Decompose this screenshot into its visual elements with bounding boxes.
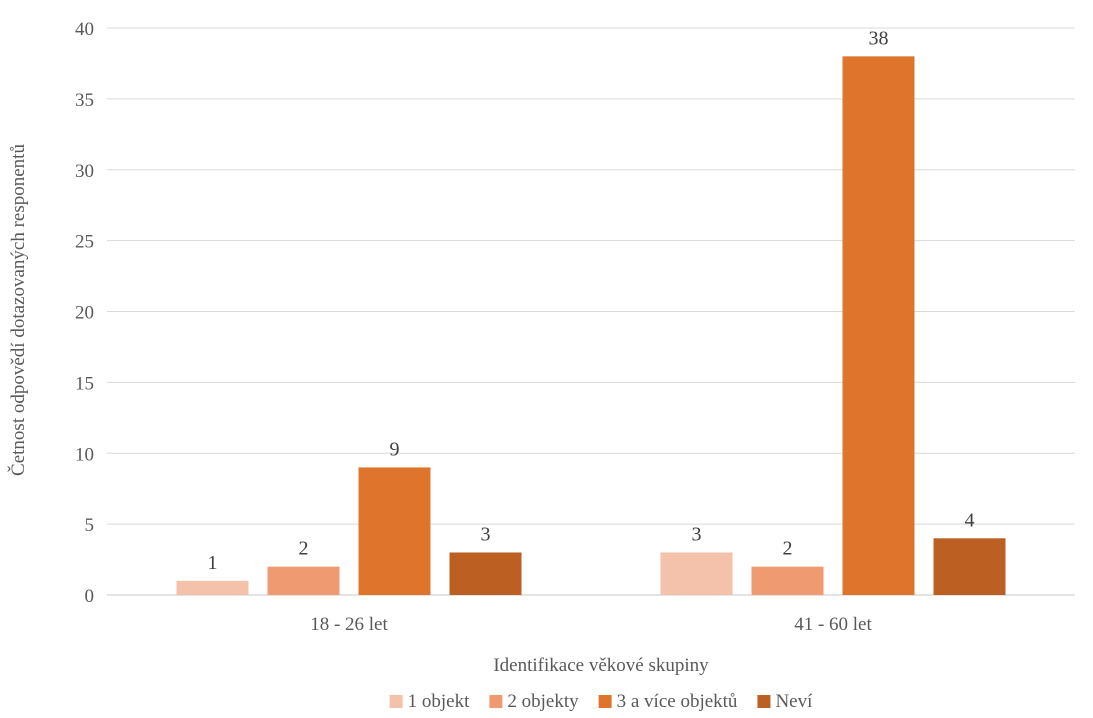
data-label: 38 <box>869 27 889 49</box>
y-tick-label: 30 <box>75 161 94 182</box>
data-label: 1 <box>208 552 218 574</box>
bar <box>842 56 915 596</box>
gridlines <box>107 27 1075 596</box>
data-label: 9 <box>390 438 400 460</box>
legend: 1 objekt 2 objekty 3 a více objektů Neví <box>389 691 813 712</box>
legend-swatch <box>389 695 403 708</box>
bar <box>267 566 340 595</box>
legend-label: Neví <box>775 691 813 712</box>
data-label: 3 <box>692 523 702 545</box>
bars <box>176 56 1006 596</box>
x-category-label: 41 - 60 let <box>794 614 872 635</box>
y-axis-ticks: 0 5 10 15 20 25 30 35 40 <box>75 19 94 607</box>
bar <box>660 552 733 595</box>
legend-swatch <box>757 695 771 708</box>
y-tick-label: 15 <box>75 373 94 394</box>
data-label: 3 <box>481 523 491 545</box>
bar <box>176 580 249 595</box>
bar <box>751 566 824 595</box>
legend-swatch <box>598 695 612 708</box>
bar <box>449 552 522 595</box>
legend-label: 2 objekty <box>507 691 579 712</box>
data-labels: 1 2 9 3 3 2 38 4 <box>208 27 975 573</box>
legend-label: 1 objekt <box>408 691 470 712</box>
legend-swatch <box>489 695 503 708</box>
y-tick-label: 20 <box>75 303 94 324</box>
y-tick-label: 5 <box>85 515 95 536</box>
bar <box>933 538 1006 595</box>
y-tick-label: 40 <box>75 19 94 40</box>
y-axis-title: Četnost odpovědí dotazovaných responentů <box>7 144 29 476</box>
x-axis-categories: 18 - 26 let 41 - 60 let <box>310 614 872 635</box>
y-tick-label: 10 <box>75 444 94 465</box>
bar <box>358 467 431 595</box>
x-axis-title: Identifikace věkové skupiny <box>493 655 709 676</box>
x-category-label: 18 - 26 let <box>310 614 388 635</box>
data-label: 4 <box>965 509 975 531</box>
y-tick-label: 25 <box>75 232 94 253</box>
y-tick-label: 35 <box>75 90 94 111</box>
data-label: 2 <box>299 538 309 560</box>
legend-label: 3 a více objektů <box>617 691 738 712</box>
data-label: 2 <box>783 538 793 560</box>
y-tick-label: 0 <box>85 586 95 607</box>
